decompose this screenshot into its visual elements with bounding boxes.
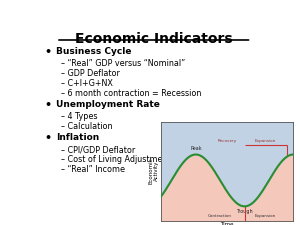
Text: •: • — [44, 100, 52, 110]
Y-axis label: Economic
Activity: Economic Activity — [148, 158, 159, 184]
Text: Economic Indicators: Economic Indicators — [75, 32, 232, 46]
Text: Business Cycle: Business Cycle — [56, 47, 132, 56]
Text: – “Real” GDP versus “Nominal”: – “Real” GDP versus “Nominal” — [61, 59, 185, 68]
Text: – GDP Deflator: – GDP Deflator — [61, 69, 120, 78]
Text: Contraction: Contraction — [208, 214, 232, 218]
Text: •: • — [44, 133, 52, 143]
Text: Recovery: Recovery — [217, 139, 236, 143]
Text: Trough: Trough — [236, 209, 253, 214]
Text: Expansion: Expansion — [255, 214, 276, 218]
Text: Peak: Peak — [190, 146, 202, 151]
Text: – Calculation: – Calculation — [61, 122, 112, 131]
Text: – Cost of Living Adjustment: – Cost of Living Adjustment — [61, 155, 170, 164]
Text: •: • — [44, 47, 52, 57]
Text: – “Real” Income: – “Real” Income — [61, 165, 125, 174]
Text: – 4 Types: – 4 Types — [61, 112, 97, 121]
Text: Unemployment Rate: Unemployment Rate — [56, 100, 160, 109]
Text: – CPI/GDP Deflator: – CPI/GDP Deflator — [61, 145, 135, 154]
Text: Expansion: Expansion — [255, 139, 276, 143]
Text: – C+I+G+NX: – C+I+G+NX — [61, 79, 112, 88]
Text: – 6 month contraction = Recession: – 6 month contraction = Recession — [61, 89, 201, 98]
X-axis label: Time: Time — [220, 222, 233, 225]
Text: Inflation: Inflation — [56, 133, 99, 142]
